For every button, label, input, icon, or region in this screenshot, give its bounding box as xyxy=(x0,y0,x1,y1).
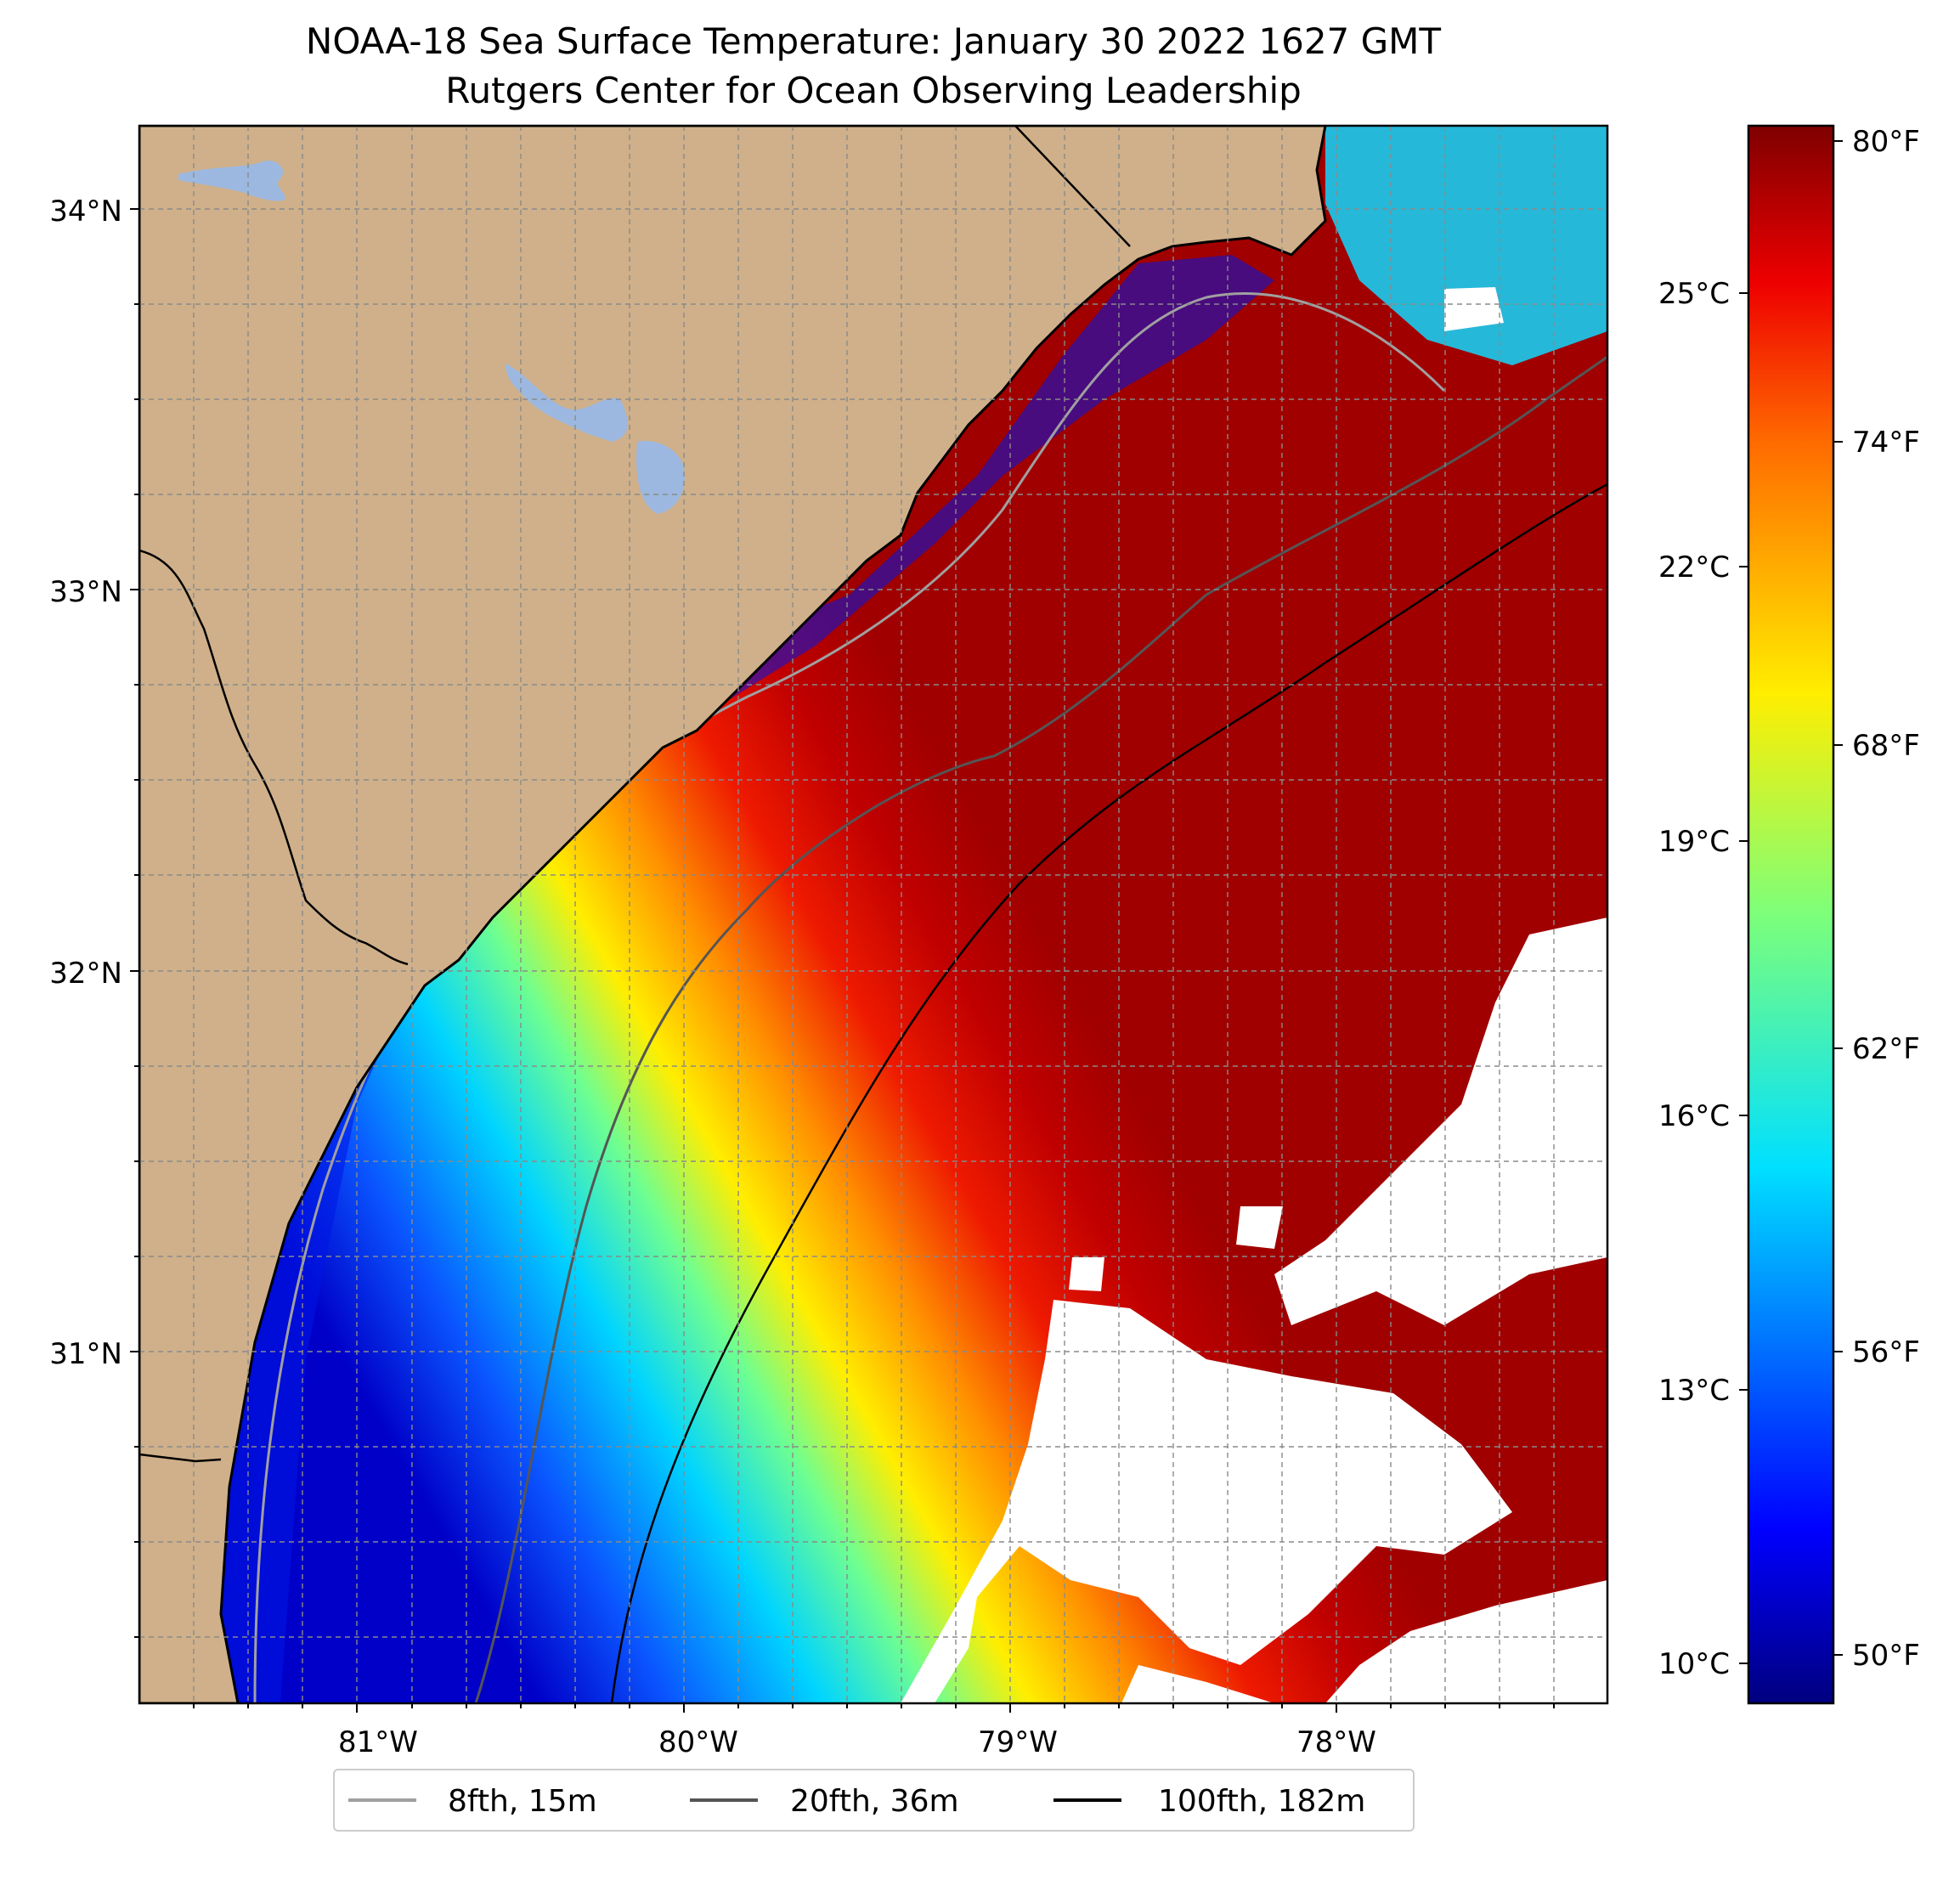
colorbar-fahrenheit-label: 68°F xyxy=(1852,729,1920,763)
colorbar xyxy=(1747,124,1835,1705)
colorbar-fahrenheit-label: 62°F xyxy=(1852,1032,1920,1066)
map-frame xyxy=(138,124,1609,1705)
legend-label-20fth: 20fth, 36m xyxy=(790,1784,959,1819)
no-data-clouds xyxy=(901,287,1607,1703)
y-tick-label: 34°N xyxy=(49,195,122,229)
y-tick-label: 32°N xyxy=(49,957,122,991)
colorbar-fahrenheit-label: 56°F xyxy=(1852,1335,1920,1369)
contour-100fth xyxy=(610,483,1607,1703)
y-tick-marks xyxy=(130,208,139,1638)
colorbar-fahrenheit-label: 50°F xyxy=(1852,1639,1920,1673)
title-line-1: NOAA-18 Sea Surface Temperature: January… xyxy=(306,20,1442,62)
colorbar-fahrenheit-label: 74°F xyxy=(1852,426,1920,460)
colorbar-celsius-label: 13°C xyxy=(1658,1374,1730,1408)
y-tick-label: 31°N xyxy=(49,1337,122,1371)
x-tick-marks xyxy=(193,1703,1555,1713)
x-tick-label: 81°W xyxy=(338,1725,418,1759)
title-line-2: Rutgers Center for Ocean Observing Leade… xyxy=(445,70,1302,111)
colorbar-celsius-label: 25°C xyxy=(1658,277,1730,311)
cool-water-northeast xyxy=(1325,126,1607,365)
land-mass xyxy=(139,126,1327,1703)
map-panel xyxy=(139,126,1607,1703)
contour-20fth xyxy=(474,355,1607,1703)
y-tick-label: 33°N xyxy=(49,575,122,609)
state-border-sc-ga xyxy=(139,549,409,966)
colorbar-fahrenheit-label: 80°F xyxy=(1852,125,1920,159)
state-border-ga-fl xyxy=(139,1453,222,1463)
state-border-nc-sc xyxy=(1014,126,1131,247)
x-tick-label: 78°W xyxy=(1296,1725,1376,1759)
legend-label-100fth: 100fth, 182m xyxy=(1158,1784,1365,1819)
colorbar-celsius-label: 19°C xyxy=(1658,825,1730,859)
x-tick-label: 79°W xyxy=(978,1725,1058,1759)
legend-label-8fth: 8fth, 15m xyxy=(448,1784,597,1819)
map-gridlines xyxy=(139,126,1607,1703)
legend-box xyxy=(333,1769,1415,1832)
legend: 8fth, 15m 20fth, 36m 100fth, 182m xyxy=(333,1769,1415,1832)
x-tick-label: 80°W xyxy=(658,1725,738,1759)
colorbar-celsius-label: 16°C xyxy=(1658,1099,1730,1133)
lakes xyxy=(178,161,685,514)
colorbar-celsius-label: 10°C xyxy=(1658,1647,1730,1681)
colorbar-ticks xyxy=(1739,140,1843,1664)
colorbar-celsius-label: 22°C xyxy=(1658,550,1730,584)
